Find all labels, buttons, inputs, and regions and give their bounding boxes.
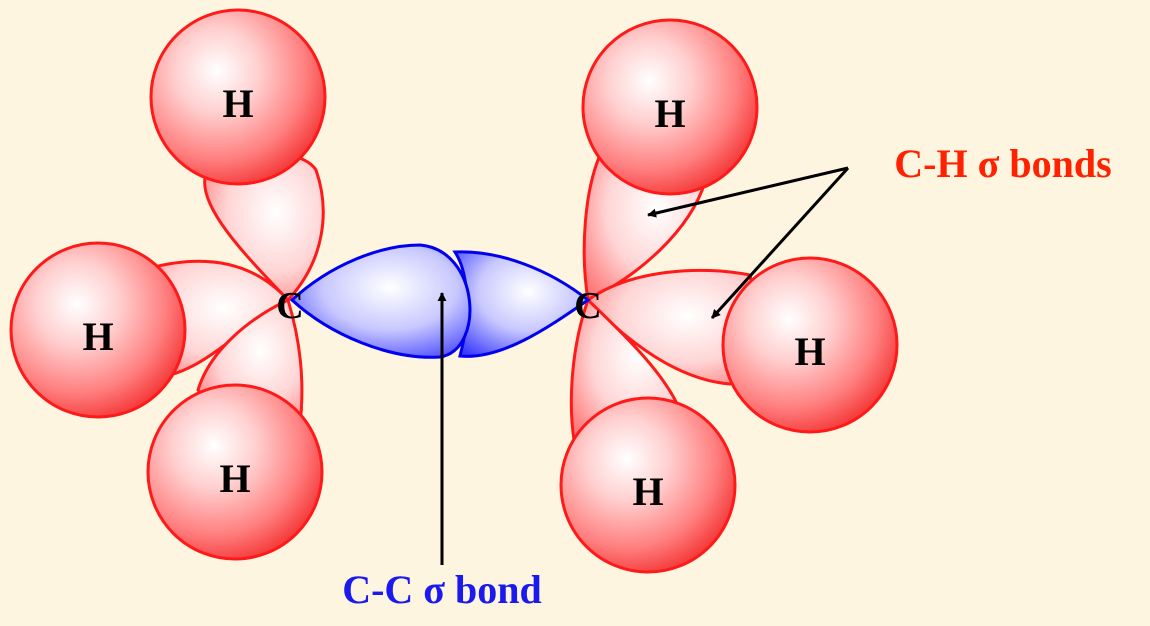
cc-lobe-right [452, 250, 591, 358]
hydrogen-atom-left-bottom: H [146, 383, 324, 561]
carbon-label-left: C [276, 285, 303, 327]
callout-arrows [437, 166, 850, 565]
hydrogen-label: H [219, 456, 250, 501]
hydrogen-atom-left-middle: H [9, 241, 187, 419]
cc-sigma-bond [289, 243, 591, 359]
carbon-label-right: C [574, 285, 601, 327]
hydrogen-label: H [82, 314, 113, 359]
hydrogen-atom-left-top: H [149, 8, 327, 186]
carbon-atoms: C C [276, 285, 601, 327]
hydrogen-label: H [654, 91, 685, 136]
hydrogen-atom-right-middle: H [721, 256, 899, 434]
cc-lobe-left [289, 243, 472, 359]
hydrogen-label: H [794, 329, 825, 374]
hydrogen-atom-right-bottom: H [559, 396, 737, 574]
hydrogen-label: H [632, 469, 663, 514]
ch-arrow-to-top-lobe [647, 166, 849, 218]
ch-sigma-bonds-label: C-H σ bonds [894, 141, 1111, 186]
hydrogen-label: H [222, 81, 253, 126]
cc-sigma-bond-label: C-C σ bond [342, 567, 542, 612]
hydrogen-atoms: H H H H H H [9, 8, 899, 574]
ch-arrow-to-middle-lobe [710, 166, 850, 320]
hydrogen-atom-right-top: H [581, 18, 759, 196]
